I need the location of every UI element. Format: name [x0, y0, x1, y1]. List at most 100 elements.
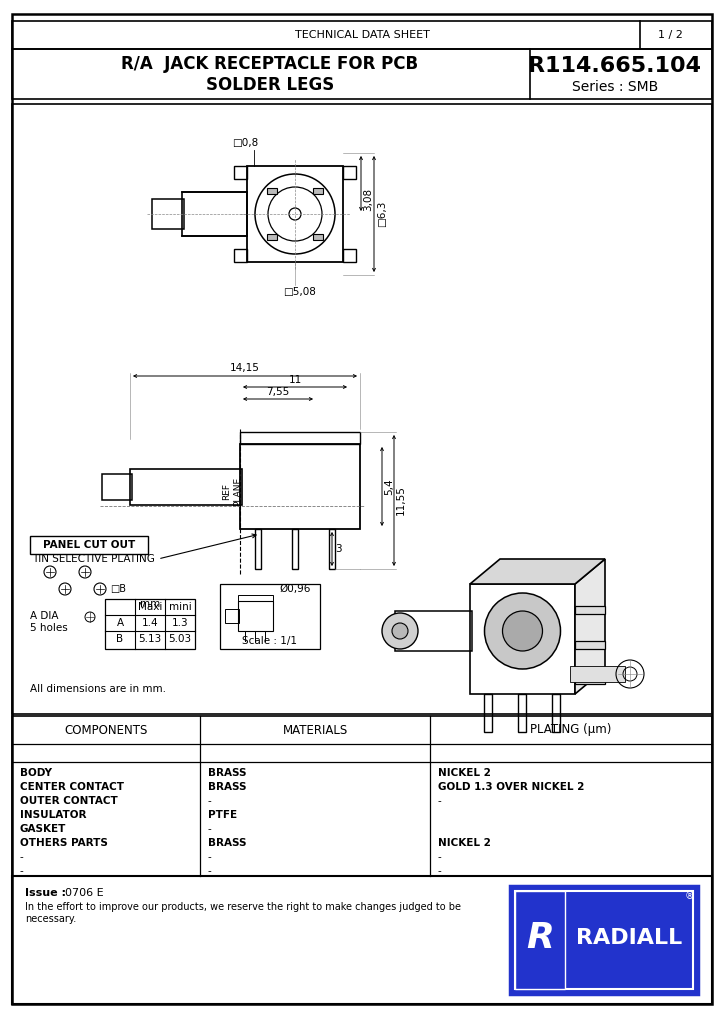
Bar — [12, 49, 712, 99]
Bar — [220, 584, 320, 649]
Text: GASKET: GASKET — [20, 824, 67, 834]
Text: A: A — [117, 618, 124, 628]
Bar — [234, 166, 247, 179]
Text: 11: 11 — [288, 375, 302, 385]
Text: 1 / 2: 1 / 2 — [657, 30, 683, 40]
Bar — [12, 104, 712, 714]
Text: SOLDER LEGS: SOLDER LEGS — [206, 76, 334, 94]
Text: -: - — [20, 852, 24, 862]
Text: Maxi: Maxi — [138, 602, 162, 612]
Text: -: - — [20, 866, 24, 876]
Bar — [515, 891, 565, 989]
Bar — [510, 886, 698, 994]
Text: □B: □B — [110, 584, 126, 594]
Text: NICKEL 2: NICKEL 2 — [438, 768, 491, 778]
Text: RADIALL: RADIALL — [576, 928, 682, 948]
Bar — [240, 444, 360, 529]
FancyBboxPatch shape — [313, 187, 324, 194]
Polygon shape — [575, 559, 605, 694]
Bar — [343, 166, 356, 179]
Text: -: - — [208, 824, 211, 834]
Bar — [102, 473, 132, 500]
Text: Scale : 1/1: Scale : 1/1 — [243, 636, 298, 646]
Text: All dimensions are in mm.: All dimensions are in mm. — [30, 684, 166, 694]
Text: R: R — [526, 921, 554, 955]
Text: R114.665.104: R114.665.104 — [529, 56, 702, 76]
Bar — [575, 606, 605, 614]
Text: GOLD 1.3 OVER NICKEL 2: GOLD 1.3 OVER NICKEL 2 — [438, 782, 584, 792]
Text: COMPONENTS: COMPONENTS — [64, 724, 148, 736]
Circle shape — [502, 611, 542, 651]
Text: PLATING (μm): PLATING (μm) — [530, 724, 612, 736]
Text: BRASS: BRASS — [208, 768, 246, 778]
Bar — [105, 599, 195, 649]
Text: NICKEL 2: NICKEL 2 — [438, 838, 491, 848]
Text: ®: ® — [685, 891, 695, 901]
Bar — [30, 536, 148, 554]
Bar — [329, 529, 335, 569]
Text: PTFE: PTFE — [208, 810, 237, 820]
Text: 3: 3 — [335, 544, 342, 554]
Text: In the effort to improve our products, we reserve the right to make changes judg: In the effort to improve our products, w… — [25, 902, 461, 924]
Text: BRASS: BRASS — [208, 782, 246, 792]
Text: 0706 E: 0706 E — [65, 888, 104, 898]
Text: B: B — [117, 634, 124, 644]
Bar — [12, 876, 712, 1004]
Text: BRASS: BRASS — [208, 838, 246, 848]
Text: □0,8: □0,8 — [232, 138, 258, 148]
Text: OTHERS PARTS: OTHERS PARTS — [20, 838, 108, 848]
Bar — [395, 611, 472, 651]
Bar — [238, 601, 273, 631]
Bar — [182, 193, 247, 236]
Text: TECHNICAL DATA SHEET: TECHNICAL DATA SHEET — [295, 30, 429, 40]
Text: □6,3: □6,3 — [377, 201, 387, 227]
Text: 3,08: 3,08 — [363, 187, 373, 211]
Text: R/A  JACK RECEPTACLE FOR PCB: R/A JACK RECEPTACLE FOR PCB — [122, 55, 418, 73]
Bar — [225, 609, 239, 623]
Text: mini: mini — [169, 602, 191, 612]
Bar — [130, 469, 242, 505]
FancyBboxPatch shape — [266, 234, 277, 241]
Bar — [12, 716, 712, 876]
Text: 1.4: 1.4 — [142, 618, 159, 628]
Polygon shape — [470, 559, 605, 584]
Bar — [292, 529, 298, 569]
Bar — [470, 584, 575, 694]
Bar — [575, 641, 605, 649]
Text: OUTER CONTACT: OUTER CONTACT — [20, 796, 118, 806]
Text: INSULATOR: INSULATOR — [20, 810, 86, 820]
Bar — [518, 694, 526, 732]
Bar — [12, 22, 712, 49]
Text: -: - — [438, 866, 442, 876]
Text: Ø0,96: Ø0,96 — [279, 584, 311, 594]
Text: -: - — [208, 796, 211, 806]
Text: REF
PLANE: REF PLANE — [222, 477, 242, 506]
Bar — [515, 891, 693, 989]
Text: 5.03: 5.03 — [169, 634, 192, 644]
Text: □5,08: □5,08 — [284, 287, 316, 297]
Bar — [552, 694, 560, 732]
Text: mm: mm — [140, 599, 160, 609]
FancyBboxPatch shape — [313, 234, 324, 241]
Text: 11,55: 11,55 — [396, 485, 406, 515]
Circle shape — [392, 623, 408, 639]
Text: 1.3: 1.3 — [172, 618, 188, 628]
Text: 7,55: 7,55 — [266, 387, 290, 397]
Text: -: - — [438, 796, 442, 806]
Text: 5,4: 5,4 — [384, 478, 394, 495]
Bar — [570, 666, 625, 682]
Circle shape — [382, 613, 418, 649]
Bar — [152, 199, 184, 229]
Text: PANEL CUT OUT: PANEL CUT OUT — [43, 540, 135, 550]
Text: MATERIALS: MATERIALS — [282, 724, 348, 736]
Text: A DIA: A DIA — [30, 611, 59, 621]
Text: 5 holes: 5 holes — [30, 623, 68, 633]
Text: BODY: BODY — [20, 768, 52, 778]
Text: -: - — [438, 852, 442, 862]
Bar — [255, 529, 261, 569]
FancyBboxPatch shape — [266, 187, 277, 194]
Text: CENTER CONTACT: CENTER CONTACT — [20, 782, 124, 792]
Circle shape — [484, 593, 560, 669]
Text: TIN SELECTIVE PLATING: TIN SELECTIVE PLATING — [32, 554, 155, 564]
Text: 5.13: 5.13 — [138, 634, 161, 644]
